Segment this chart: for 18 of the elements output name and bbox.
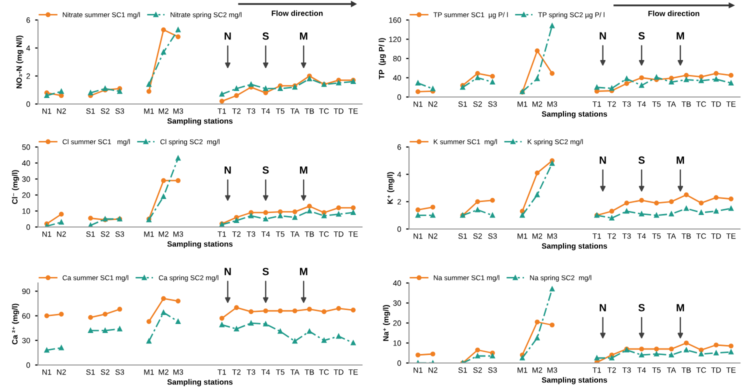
annotation: N <box>600 304 606 312</box>
annotation: N <box>600 32 606 40</box>
annotation: M <box>676 32 684 40</box>
annotation: N <box>600 156 606 164</box>
annotation: M <box>676 304 684 312</box>
annotation: M <box>676 156 684 164</box>
annotation: M <box>300 166 308 174</box>
annotation: N <box>224 166 231 174</box>
annotation: S <box>638 304 645 312</box>
annotation: S <box>638 156 645 164</box>
annotation: M <box>300 32 308 40</box>
annotation: S <box>262 166 269 174</box>
text: S <box>262 268 269 276</box>
text: N <box>224 268 231 276</box>
annotation: S <box>638 32 645 40</box>
annotation: N <box>224 32 231 40</box>
text: M <box>300 268 308 276</box>
annotation: S <box>262 32 269 40</box>
